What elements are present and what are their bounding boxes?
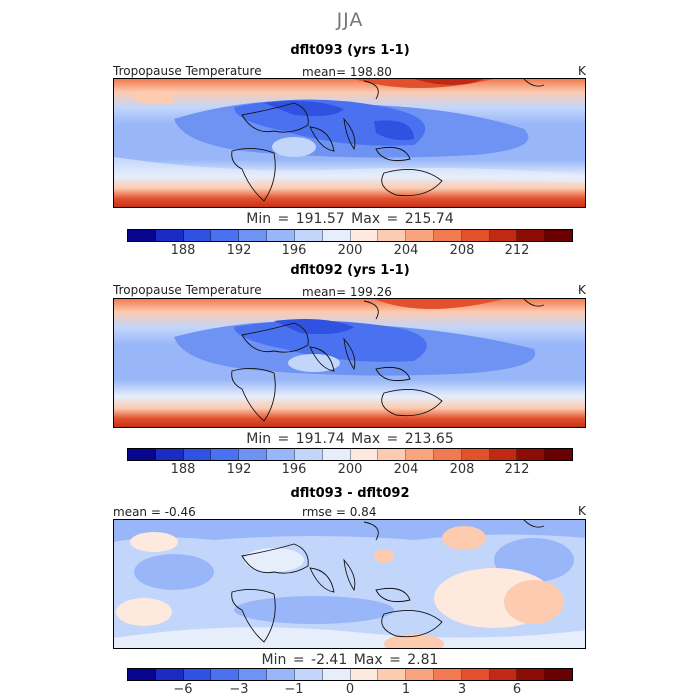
panel3-map: [113, 519, 586, 649]
panel2-tick: 204: [393, 462, 419, 477]
panel1-colorbar-swatch: [294, 230, 323, 241]
panel2-tick: 212: [504, 462, 530, 477]
season-title: JJA: [336, 9, 364, 31]
panel1-colorbar: [127, 229, 573, 242]
panel2-tick: 192: [226, 462, 252, 477]
panel2-title: dflt092 (yrs 1-1): [290, 263, 410, 278]
panel3-rmse: rmse = 0.84: [302, 505, 377, 519]
panel2-colorbar-swatch: [545, 449, 572, 460]
panel1-title: dflt093 (yrs 1-1): [290, 43, 410, 58]
panel3-tick: −1: [284, 682, 304, 697]
panel2-colorbar-swatch: [489, 449, 518, 460]
panel1-colorbar-swatch: [489, 230, 518, 241]
panel2-colorbar-swatch: [461, 449, 490, 460]
panel1-variable: Tropopause Temperature: [113, 64, 262, 78]
panel1-tick: 204: [393, 243, 419, 258]
panel2-colorbar: [127, 448, 573, 461]
panel3-colorbar-swatch: [350, 669, 379, 680]
panel3-units: K: [578, 504, 586, 518]
panel1-colorbar-swatch: [433, 230, 462, 241]
panel2-colorbar-swatch: [350, 449, 379, 460]
panel3-minmax: Min = -2.41 Max = 2.81: [261, 652, 439, 668]
panel2-colorbar-swatch: [406, 449, 434, 460]
panel1-ticks: 188 192 196 200 204 208 212: [127, 243, 573, 259]
panel2-colorbar-swatch: [128, 449, 156, 460]
panel1-colorbar-swatch: [128, 230, 156, 241]
panel1-colorbar-swatch: [183, 230, 212, 241]
panel1-colorbar-swatch: [350, 230, 379, 241]
panel2-colorbar-swatch: [517, 449, 546, 460]
panel3-colorbar: [127, 668, 573, 681]
panel3-colorbar-swatch: [183, 669, 212, 680]
panel1-mean: mean= 198.80: [302, 65, 392, 79]
panel1-tick: 188: [170, 243, 196, 258]
panel1-colorbar-swatch: [378, 230, 407, 241]
panel3-colorbar-swatch: [239, 669, 268, 680]
panel3-ticks: −6 −3 −1 0 1 3 6: [127, 682, 573, 698]
panel2-colorbar-swatch: [294, 449, 323, 460]
panel1-colorbar-swatch: [239, 230, 268, 241]
panel2-tick: 188: [170, 462, 196, 477]
panel3-tick: 6: [512, 682, 522, 697]
panel3-colorbar-swatch: [211, 669, 240, 680]
panel2-variable: Tropopause Temperature: [113, 283, 262, 297]
panel2-colorbar-swatch: [267, 449, 295, 460]
panel1-minmax: Min = 191.57 Max = 215.74: [246, 211, 454, 227]
panel1-tick: 200: [337, 243, 363, 258]
panel2-mean: mean= 199.26: [302, 285, 392, 299]
panel2-units: K: [578, 283, 586, 297]
panel3-tick: 3: [457, 682, 467, 697]
panel3-colorbar-swatch: [322, 669, 351, 680]
panel3-colorbar-swatch: [406, 669, 434, 680]
panel2-colorbar-swatch: [378, 449, 407, 460]
panel3-colorbar-swatch: [461, 669, 490, 680]
panel2-tick: 208: [449, 462, 475, 477]
panel1-colorbar-swatch: [406, 230, 434, 241]
panel1-colorbar-swatch: [461, 230, 490, 241]
panel2-colorbar-swatch: [322, 449, 351, 460]
panel2-field: [114, 299, 585, 427]
panel2-colorbar-swatch: [183, 449, 212, 460]
panel1-tick: 192: [226, 243, 252, 258]
panel1-tick: 196: [281, 243, 307, 258]
panel3-colorbar-swatch: [267, 669, 295, 680]
panel1-colorbar-swatch: [267, 230, 295, 241]
panel3-colorbar-swatch: [545, 669, 572, 680]
panel2-colorbar-swatch: [433, 449, 462, 460]
panel2-ticks: 188 192 196 200 204 208 212: [127, 462, 573, 478]
panel2-map: [113, 298, 586, 428]
panel1-tick: 212: [504, 243, 530, 258]
panel2-minmax: Min = 191.74 Max = 213.65: [246, 431, 454, 447]
panel2-tick: 196: [281, 462, 307, 477]
panel3-colorbar-swatch: [489, 669, 518, 680]
panel3-tick: −6: [173, 682, 193, 697]
panel1-tick: 208: [449, 243, 475, 258]
panel1-colorbar-swatch: [517, 230, 546, 241]
panel3-colorbar-swatch: [378, 669, 407, 680]
panel3-colorbar-swatch: [128, 669, 156, 680]
panel3-tick: 1: [401, 682, 411, 697]
panel3-tick: 0: [345, 682, 355, 697]
panel3-field: [114, 520, 585, 648]
panel2-colorbar-swatch: [155, 449, 184, 460]
panel2-colorbar-swatch: [239, 449, 268, 460]
panel2-colorbar-swatch: [211, 449, 240, 460]
panel3-title: dflt093 - dflt092: [290, 486, 410, 501]
panel1-colorbar-swatch: [155, 230, 184, 241]
panel3-colorbar-swatch: [294, 669, 323, 680]
panel1-units: K: [578, 64, 586, 78]
panel1-field: [114, 79, 585, 207]
panel3-colorbar-swatch: [517, 669, 546, 680]
panel1-map: [113, 78, 586, 208]
panel1-colorbar-swatch: [211, 230, 240, 241]
panel1-colorbar-swatch: [545, 230, 572, 241]
panel1-colorbar-swatch: [322, 230, 351, 241]
panel2-tick: 200: [337, 462, 363, 477]
panel3-tick: −3: [229, 682, 249, 697]
panel3-mean: mean = -0.46: [113, 505, 196, 519]
panel3-colorbar-swatch: [433, 669, 462, 680]
panel3-colorbar-swatch: [155, 669, 184, 680]
